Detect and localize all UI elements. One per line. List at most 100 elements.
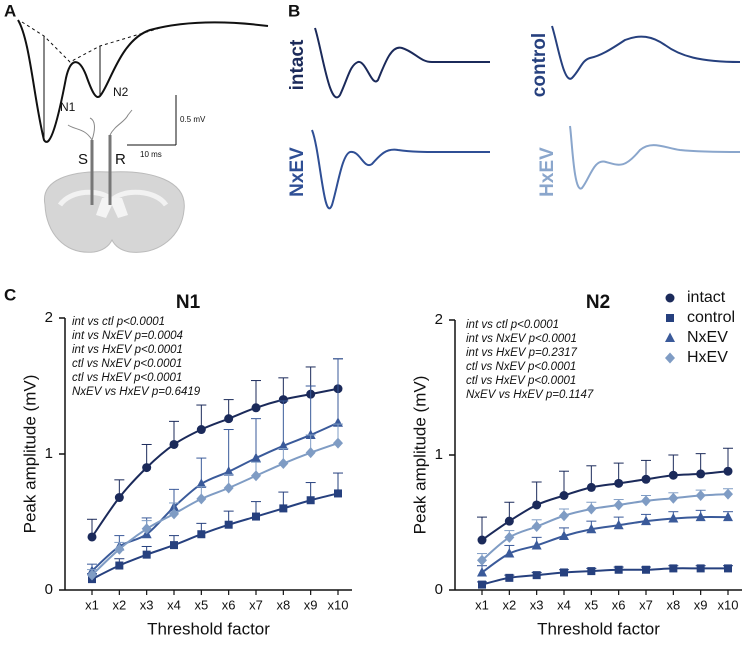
n1-label: N1 xyxy=(60,100,76,114)
x-tick-label: x5 xyxy=(584,597,598,612)
marker xyxy=(668,512,679,523)
x-tick-label: x5 xyxy=(194,597,208,612)
y-tick-label: 2 xyxy=(45,309,53,326)
marker xyxy=(305,429,316,439)
trace-label: NxEV xyxy=(287,147,308,197)
marker xyxy=(723,511,733,522)
legend-label: NxEV xyxy=(687,329,728,346)
n2-label: N2 xyxy=(113,85,129,99)
annotation: ctl vs NxEV p<0.0001 xyxy=(466,361,576,373)
marker xyxy=(142,463,152,473)
x-tick-label: x9 xyxy=(304,597,318,612)
trace xyxy=(314,27,490,99)
marker xyxy=(665,332,675,342)
fit-line xyxy=(91,421,339,572)
x-tick-label: x8 xyxy=(276,597,290,612)
marker xyxy=(478,580,486,589)
marker xyxy=(586,482,596,492)
marker xyxy=(306,496,315,505)
x-tick-label: x6 xyxy=(222,597,236,612)
electrode-label: R xyxy=(115,151,126,168)
marker xyxy=(532,500,542,510)
panel-label: A xyxy=(4,1,16,20)
x-tick-label: x7 xyxy=(639,597,653,612)
marker xyxy=(169,508,179,520)
error-bar xyxy=(333,358,343,423)
x-tick-label: x10 xyxy=(718,597,739,612)
marker xyxy=(665,352,675,364)
marker xyxy=(641,515,651,526)
trace-label: control xyxy=(529,33,550,97)
marker xyxy=(477,554,487,566)
marker xyxy=(723,488,733,500)
x-tick-label: x3 xyxy=(140,597,154,612)
error-bar xyxy=(305,385,316,435)
annotation: int vs NxEV p<0.0001 xyxy=(466,333,577,345)
x-tick-label: x2 xyxy=(502,597,516,612)
x-tick-label: x1 xyxy=(85,597,99,612)
annotation: int vs ctl p<0.0001 xyxy=(72,316,165,328)
legend-label: HxEV xyxy=(687,349,728,366)
annotation: NxEV vs HxEV p=0.1147 xyxy=(466,389,594,401)
marker xyxy=(224,520,233,529)
marker xyxy=(251,470,261,482)
marker xyxy=(223,466,234,476)
marker xyxy=(278,458,289,470)
marker xyxy=(477,566,487,577)
marker xyxy=(87,569,97,581)
marker xyxy=(196,478,207,488)
trace xyxy=(569,125,741,190)
marker xyxy=(642,565,650,574)
marker xyxy=(504,516,514,526)
annotation: NxEV vs HxEV p=0.6419 xyxy=(72,386,201,398)
marker xyxy=(531,521,542,533)
error-bar xyxy=(278,400,289,446)
marker xyxy=(696,469,706,479)
annotation: ctl vs NxEV p<0.0001 xyxy=(72,358,182,370)
error-bar xyxy=(251,380,261,408)
marker xyxy=(334,489,342,498)
legend-label: control xyxy=(687,309,735,326)
y-tick-label: 2 xyxy=(435,311,443,328)
x-tick-label: x1 xyxy=(475,597,489,612)
marker xyxy=(724,564,732,573)
electrode-label: S xyxy=(78,151,88,168)
trace xyxy=(311,129,490,210)
marker xyxy=(504,531,515,543)
marker xyxy=(223,482,234,494)
marker xyxy=(197,530,206,539)
chart-title: N2 xyxy=(586,292,610,313)
marker xyxy=(559,530,569,540)
trace xyxy=(551,25,741,80)
marker xyxy=(559,491,569,500)
marker xyxy=(614,478,624,488)
x-tick-label: x3 xyxy=(530,597,544,612)
marker xyxy=(532,571,541,580)
marker xyxy=(696,564,705,573)
fit-line xyxy=(91,387,339,538)
x-tick-label: x8 xyxy=(666,597,680,612)
marker xyxy=(586,523,597,534)
fit-line xyxy=(481,567,728,586)
y-tick-label: 0 xyxy=(435,581,443,598)
marker xyxy=(252,512,260,521)
scale-label: 0.5 mV xyxy=(180,115,206,124)
marker xyxy=(641,495,651,507)
panel-label: C xyxy=(4,285,16,304)
marker xyxy=(613,519,624,530)
scale-label: 10 ms xyxy=(140,150,162,159)
marker xyxy=(142,550,151,559)
x-tick-label: x6 xyxy=(612,597,626,612)
fit-line xyxy=(481,516,729,574)
marker xyxy=(278,440,289,450)
x-axis-label: Threshold factor xyxy=(147,619,270,638)
trace-label: intact xyxy=(287,39,308,90)
marker xyxy=(196,493,207,505)
fit-line xyxy=(91,442,339,576)
fit-line xyxy=(481,493,729,562)
marker xyxy=(695,511,706,522)
marker xyxy=(114,493,124,503)
fit-line xyxy=(481,470,729,541)
y-tick-label: 1 xyxy=(45,445,53,462)
panel-label: B xyxy=(288,1,300,20)
